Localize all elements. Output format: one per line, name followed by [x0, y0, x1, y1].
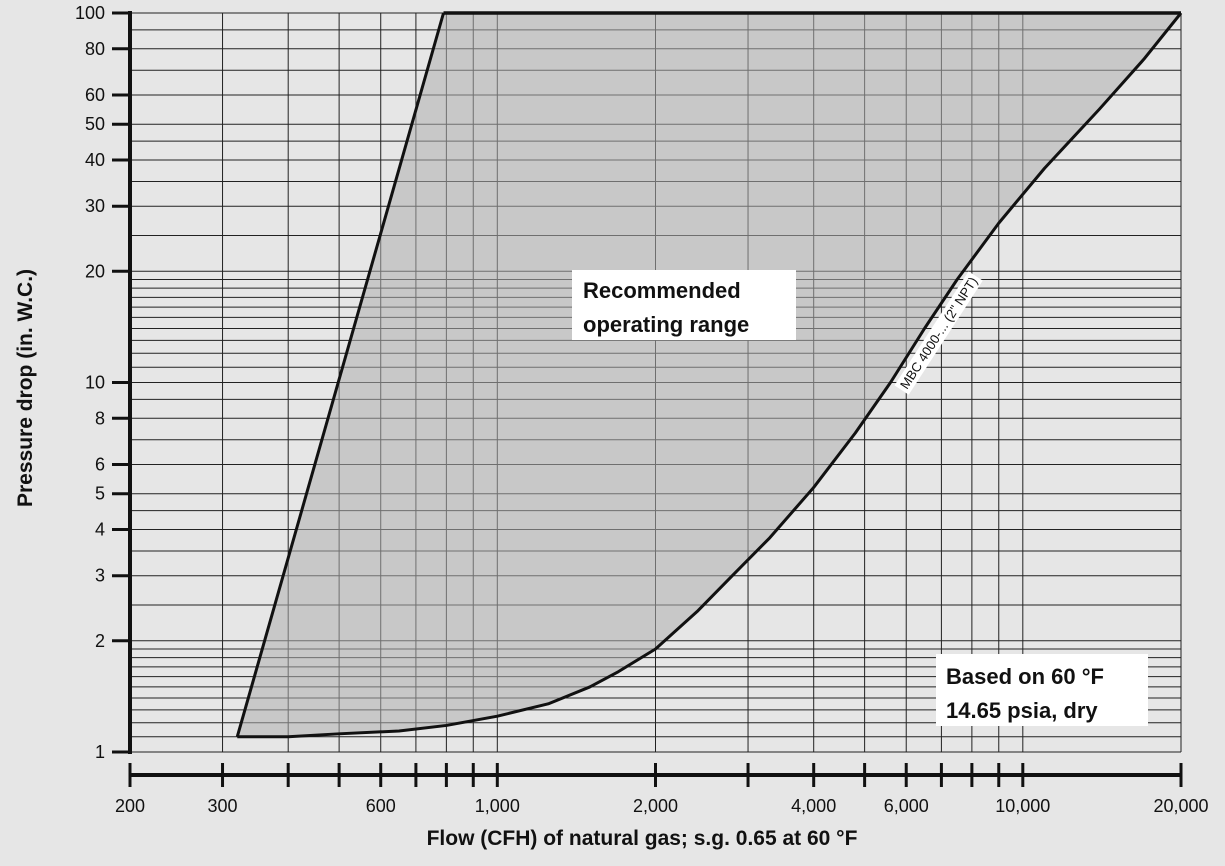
x-tick-label: 6,000 — [884, 796, 929, 816]
conditions-line-2: 14.65 psia, dry — [946, 698, 1098, 723]
y-tick-label: 1 — [95, 742, 105, 762]
operating-range-area — [237, 13, 1182, 737]
y-tick-label: 100 — [75, 3, 105, 23]
x-tick-label: 600 — [366, 796, 396, 816]
x-axis-title: Flow (CFH) of natural gas; s.g. 0.65 at … — [427, 827, 858, 850]
y-tick-label: 40 — [85, 150, 105, 170]
y-tick-label: 5 — [95, 484, 105, 504]
y-axis-title: Pressure drop (in. W.C.) — [14, 269, 37, 507]
series-line-mbc4000 — [237, 12, 1183, 739]
range-left-boundary — [235, 12, 445, 738]
y-tick-label: 6 — [95, 454, 105, 474]
y-tick-label: 4 — [95, 520, 105, 540]
range-label-line-2: operating range — [583, 312, 749, 337]
x-tick-label: 200 — [115, 796, 145, 816]
range-label-line-1: Recommended — [583, 278, 741, 303]
x-tick-label: 300 — [208, 796, 238, 816]
conditions-box — [936, 654, 1148, 726]
y-tick-label: 10 — [85, 373, 105, 393]
y-tick-label: 30 — [85, 196, 105, 216]
x-tick-label: 4,000 — [791, 796, 836, 816]
y-tick-label: 60 — [85, 85, 105, 105]
y-tick-label: 3 — [95, 566, 105, 586]
x-tick-label: 10,000 — [995, 796, 1050, 816]
y-tick-label: 80 — [85, 39, 105, 59]
series-label-bg — [894, 271, 983, 395]
range-label-box — [572, 270, 796, 340]
conditions-line-1: Based on 60 °F — [946, 664, 1104, 689]
y-tick-label: 2 — [95, 631, 105, 651]
y-tick-label: 20 — [85, 261, 105, 281]
x-tick-label: 1,000 — [475, 796, 520, 816]
x-tick-label: 20,000 — [1153, 796, 1208, 816]
y-tick-label: 50 — [85, 114, 105, 134]
x-tick-label: 2,000 — [633, 796, 678, 816]
y-tick-label: 8 — [95, 408, 105, 428]
